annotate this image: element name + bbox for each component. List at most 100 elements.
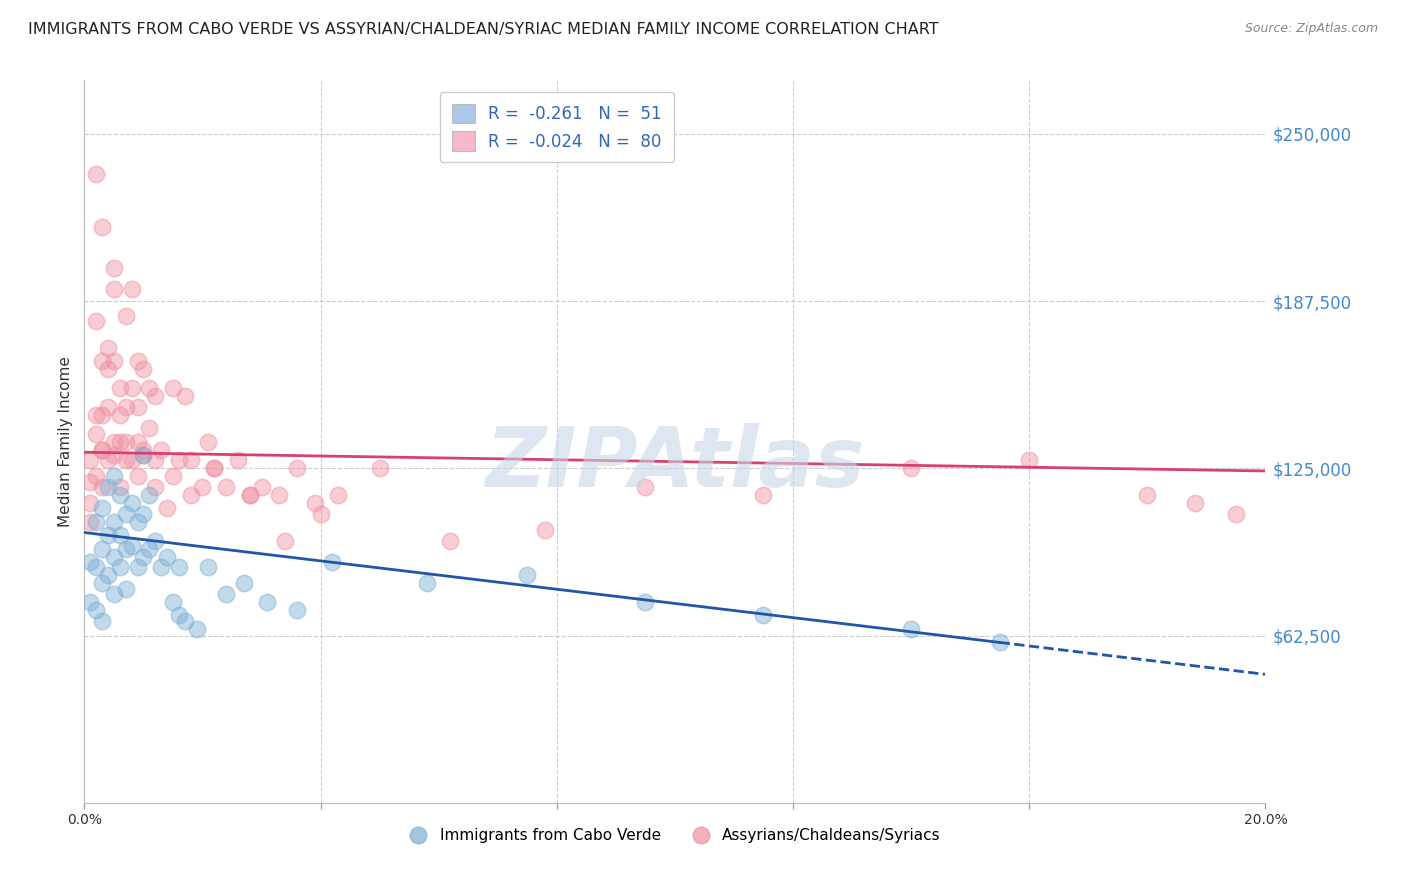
Point xyxy=(534,523,557,537)
Point xyxy=(114,434,136,449)
Point xyxy=(197,560,219,574)
Point xyxy=(91,614,114,628)
Point xyxy=(304,496,326,510)
Text: Source: ZipAtlas.com: Source: ZipAtlas.com xyxy=(1244,22,1378,36)
Point xyxy=(988,635,1011,649)
Point xyxy=(121,282,143,296)
Point xyxy=(127,354,149,368)
Point xyxy=(103,354,125,368)
Point xyxy=(97,568,120,582)
Point xyxy=(132,448,155,462)
Point xyxy=(97,400,120,414)
Point xyxy=(285,461,308,475)
Point xyxy=(167,453,190,467)
Point xyxy=(103,587,125,601)
Point xyxy=(634,480,657,494)
Point xyxy=(900,622,922,636)
Point xyxy=(91,442,114,457)
Point xyxy=(91,480,114,494)
Point xyxy=(202,461,225,475)
Point xyxy=(239,488,262,502)
Point xyxy=(162,381,184,395)
Point xyxy=(752,488,775,502)
Point xyxy=(84,167,107,181)
Point xyxy=(900,461,922,475)
Point xyxy=(752,608,775,623)
Legend: Immigrants from Cabo Verde, Assyrians/Chaldeans/Syriacs: Immigrants from Cabo Verde, Assyrians/Ch… xyxy=(404,822,946,849)
Point xyxy=(191,480,214,494)
Point xyxy=(91,576,114,591)
Point xyxy=(97,528,120,542)
Point xyxy=(114,541,136,556)
Point xyxy=(79,555,101,569)
Point xyxy=(215,587,238,601)
Point xyxy=(91,220,114,235)
Point xyxy=(108,560,131,574)
Point xyxy=(138,381,160,395)
Point xyxy=(197,434,219,449)
Point xyxy=(180,453,202,467)
Point xyxy=(250,480,273,494)
Point xyxy=(103,448,125,462)
Point xyxy=(232,576,254,591)
Point xyxy=(121,381,143,395)
Point xyxy=(285,603,308,617)
Point xyxy=(269,488,291,502)
Point xyxy=(239,488,262,502)
Point xyxy=(138,541,160,556)
Point xyxy=(121,496,143,510)
Point xyxy=(167,560,190,574)
Point xyxy=(103,434,125,449)
Point xyxy=(127,434,149,449)
Point xyxy=(1136,488,1159,502)
Point xyxy=(114,400,136,414)
Point xyxy=(167,608,190,623)
Point xyxy=(127,400,149,414)
Point xyxy=(103,469,125,483)
Point xyxy=(321,555,343,569)
Point xyxy=(180,488,202,502)
Point xyxy=(79,475,101,489)
Point xyxy=(84,426,107,441)
Point xyxy=(138,421,160,435)
Point xyxy=(215,480,238,494)
Point xyxy=(79,453,101,467)
Point xyxy=(132,362,155,376)
Point xyxy=(79,595,101,609)
Text: IMMIGRANTS FROM CABO VERDE VS ASSYRIAN/CHALDEAN/SYRIAC MEDIAN FAMILY INCOME CORR: IMMIGRANTS FROM CABO VERDE VS ASSYRIAN/C… xyxy=(28,22,939,37)
Point xyxy=(132,549,155,564)
Text: ZIPAtlas: ZIPAtlas xyxy=(485,423,865,504)
Point xyxy=(150,442,173,457)
Point xyxy=(108,528,131,542)
Point xyxy=(328,488,350,502)
Point xyxy=(84,314,107,328)
Point xyxy=(274,533,297,548)
Point xyxy=(143,389,166,403)
Point xyxy=(173,614,195,628)
Point xyxy=(132,442,155,457)
Point xyxy=(156,549,179,564)
Point xyxy=(103,515,125,529)
Point xyxy=(121,453,143,467)
Point xyxy=(121,539,143,553)
Point xyxy=(84,469,107,483)
Point xyxy=(368,461,391,475)
Point xyxy=(91,501,114,516)
Point xyxy=(84,603,107,617)
Point xyxy=(91,442,114,457)
Point xyxy=(91,541,114,556)
Point xyxy=(108,408,131,422)
Point xyxy=(108,488,131,502)
Point xyxy=(79,496,101,510)
Point xyxy=(138,488,160,502)
Point xyxy=(103,260,125,275)
Point xyxy=(97,362,120,376)
Point xyxy=(103,282,125,296)
Point xyxy=(202,461,225,475)
Point xyxy=(162,595,184,609)
Point xyxy=(79,515,101,529)
Point xyxy=(150,560,173,574)
Point xyxy=(143,480,166,494)
Point xyxy=(114,453,136,467)
Point xyxy=(132,507,155,521)
